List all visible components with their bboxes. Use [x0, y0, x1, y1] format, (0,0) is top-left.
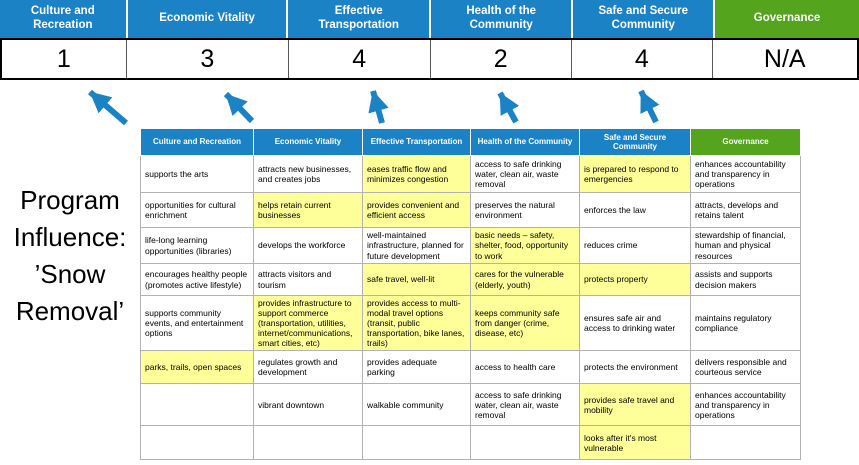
category-effective-transportation: Effective Transportation [288, 0, 431, 38]
matrix-row: looks after it's most vulnerable [140, 425, 801, 461]
matrix-row: vibrant downtown walkable community access… [140, 383, 801, 427]
matrix-header-culture-and-recreation: Culture and Recreation [140, 128, 254, 156]
category-safe-and-secure-community: Safe and Secure Community [573, 0, 716, 38]
matrix-cell: encourages healthy people (promotes acti… [140, 263, 254, 296]
category-economic-vitality: Economic Vitality [127, 0, 289, 38]
matrix-cell: safe travel, well-lit [362, 263, 471, 296]
matrix-cell: parks, trails, open spaces [140, 350, 254, 385]
matrix-cell: basic needs – safety, shelter, food, opp… [470, 227, 580, 264]
matrix-row: encourages healthy people (promotes acti… [140, 263, 801, 296]
matrix-cell-empty [140, 383, 254, 427]
arrow-up-icon [88, 89, 128, 126]
arrow-up-icon [223, 91, 255, 124]
influence-arrows [88, 89, 660, 126]
matrix-cell: supports the arts [140, 155, 254, 193]
matrix-row: opportunities for cultural enrichment hel… [140, 192, 801, 228]
matrix-header-health-of-the-community: Health of the Community [470, 128, 580, 156]
matrix-cell: well-maintained infrastructure, planned … [362, 227, 471, 264]
influence-matrix: Culture and Recreation Economic Vitality E… [140, 128, 801, 461]
matrix-cell: protects property [579, 263, 691, 296]
matrix-cell: looks after it's most vulnerable [579, 425, 691, 461]
matrix-cell: helps retain current businesses [253, 192, 363, 228]
category-header-row: Culture and Recreation Economic Vitality E… [0, 0, 859, 38]
matrix-header-effective-transportation: Effective Transportation [362, 128, 471, 156]
matrix-cell: provides adequate parking [362, 350, 471, 385]
matrix-cell: enforces the law [579, 192, 691, 228]
matrix-cell-empty [140, 425, 254, 461]
program-title: Program Influence: ’Snow Removal’ [13, 185, 127, 326]
matrix-cell: protects the environment [579, 350, 691, 385]
influence-matrix-table: Culture and Recreation Economic Vitality E… [140, 128, 801, 461]
matrix-cell: life-long learning opportunities (librar… [140, 227, 254, 264]
matrix-cell: access to health care [470, 350, 580, 385]
matrix-cell-empty [690, 425, 801, 461]
matrix-cell: maintains regulatory compliance [690, 294, 801, 352]
score-culture-and-recreation: 1 [56, 44, 71, 73]
matrix-cell: ensures safe air and access to drinking … [579, 294, 691, 352]
category-culture-and-recreation: Culture and Recreation [0, 0, 128, 38]
matrix-cell: attracts visitors and tourism [253, 263, 363, 296]
matrix-cell: enhances accountability and transparency… [690, 383, 801, 427]
matrix-header-governance: Governance [690, 128, 801, 156]
matrix-cell-empty [470, 425, 580, 461]
matrix-row: supports community events, and entertain… [140, 294, 801, 352]
score-economic-vitality: 3 [125, 40, 288, 78]
matrix-cell: access to safe drinking water, clean air… [470, 383, 580, 427]
matrix-cell: reduces crime [579, 227, 691, 264]
category-governance: Governance [715, 0, 859, 38]
matrix-cell: eases traffic flow and minimizes congest… [362, 155, 471, 193]
score-governance: N/A [711, 40, 857, 78]
matrix-cell: assists and supports decision makers [690, 263, 801, 296]
matrix-cell: stewardship of financial, human and phys… [690, 227, 801, 264]
matrix-cell: regulates growth and development [253, 350, 363, 385]
matrix-cell: preserves the natural environment [470, 192, 580, 228]
matrix-header-economic-vitality: Economic Vitality [253, 128, 363, 156]
matrix-row: parks, trails, open spaces regulates grow… [140, 350, 801, 385]
matrix-cell-empty [362, 425, 471, 461]
matrix-cell: walkable community [362, 383, 471, 427]
matrix-cell: access to safe drinking water, clean air… [470, 155, 580, 193]
matrix-cell: provides access to multi-modal travel op… [362, 294, 471, 352]
matrix-cell: provides convenient and efficient access [362, 192, 471, 228]
matrix-cell: attracts new businesses, and creates job… [253, 155, 363, 193]
matrix-cell: is prepared to respond to emergencies [579, 155, 691, 193]
matrix-cell: attracts, develops and retains talent [690, 192, 801, 228]
matrix-cell: cares for the vulnerable (elderly, youth… [470, 263, 580, 296]
score-safe-and-secure-community: 4 [571, 40, 712, 78]
matrix-cell: develops the workforce [253, 227, 363, 264]
matrix-cell: vibrant downtown [253, 383, 363, 427]
score-row: 1 3 4 2 4 N/A [0, 38, 859, 80]
matrix-cell: delivers responsible and courteous servi… [690, 350, 801, 385]
matrix-cell: provides infrastructure to support comme… [253, 294, 363, 352]
score-effective-transportation: 4 [287, 40, 430, 78]
matrix-row: life-long learning opportunities (librar… [140, 227, 801, 264]
score-health-of-the-community: 2 [429, 40, 572, 78]
matrix-cell: opportunities for cultural enrichment [140, 192, 254, 228]
matrix-cell: keeps community safe from danger (crime,… [470, 294, 580, 352]
matrix-cell: supports community events, and entertain… [140, 294, 254, 352]
category-health-of-the-community: Health of the Community [430, 0, 574, 38]
arrow-up-icon [497, 91, 520, 124]
arrow-up-icon [638, 89, 660, 124]
matrix-header-safe-and-secure-community: Safe and Secure Community [579, 128, 691, 156]
matrix-row: supports the arts attracts new businesses… [140, 155, 801, 193]
matrix-cell: enhances accountability and transparency… [690, 155, 801, 193]
matrix-cell: provides safe travel and mobility [579, 383, 691, 427]
arrow-up-icon [368, 90, 389, 124]
matrix-cell-empty [253, 425, 363, 461]
